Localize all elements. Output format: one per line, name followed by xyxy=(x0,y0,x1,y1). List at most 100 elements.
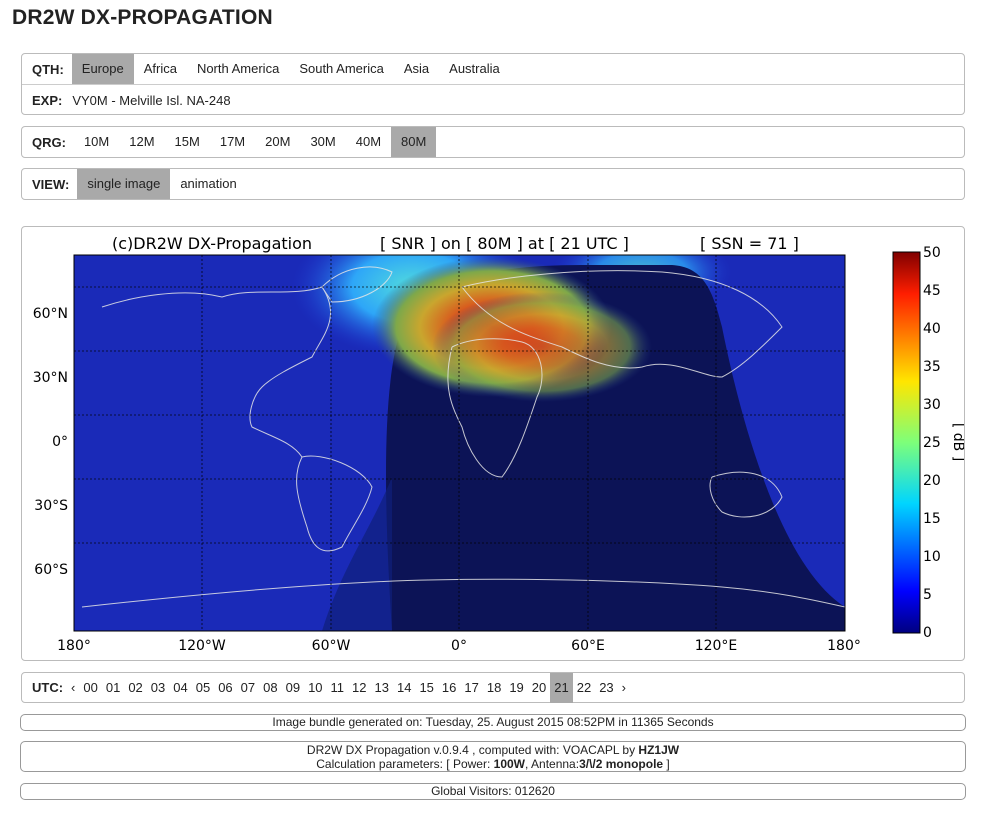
utc-hour-14[interactable]: 14 xyxy=(396,679,412,695)
colorbar-tick: 30 xyxy=(923,397,941,413)
lat-label: 30°S xyxy=(34,498,68,514)
generated-info-box: Image bundle generated on: Tuesday, 25. … xyxy=(20,714,966,731)
lat-label: 30°N xyxy=(33,370,68,386)
version-line: DR2W DX Propagation v.0.9.4 , computed w… xyxy=(21,743,965,757)
colorbar-tick: 20 xyxy=(923,473,941,489)
qrg-option-17m[interactable]: 17M xyxy=(219,134,246,149)
view-option-single-image[interactable]: single image xyxy=(77,169,171,199)
colorbar-tick: 35 xyxy=(923,359,941,375)
utc-hour-09[interactable]: 09 xyxy=(285,679,301,695)
lon-label: 60°W xyxy=(312,638,351,654)
colorbar-tick: 25 xyxy=(923,435,941,451)
utc-hour-00[interactable]: 00 xyxy=(83,679,98,695)
antenna-value: 3/\/2 monopole xyxy=(579,757,664,771)
page-title: DR2W DX-PROPAGATION xyxy=(12,6,273,29)
colorbar-tick: 5 xyxy=(923,587,932,603)
map-title-mid: [ SNR ] on [ 80M ] at [ 21 UTC ] xyxy=(380,234,629,253)
utc-hour-13[interactable]: 13 xyxy=(374,679,389,695)
qth-row: QTH: Europe Africa North America South A… xyxy=(22,54,964,84)
utc-hour-03[interactable]: 03 xyxy=(150,679,166,695)
version-info-box: DR2W DX Propagation v.0.9.4 , computed w… xyxy=(20,741,966,772)
colorbar-tick: 0 xyxy=(923,625,932,641)
qrg-option-80m[interactable]: 80M xyxy=(391,127,437,157)
lon-label: 180° xyxy=(827,638,861,654)
utc-next-button[interactable]: › xyxy=(621,679,627,695)
lat-label: 60°S xyxy=(34,562,68,578)
utc-hour-22[interactable]: 22 xyxy=(576,679,592,695)
exp-row: EXP: VY0M - Melville Isl. NA-248 xyxy=(22,84,964,115)
qrg-option-12m[interactable]: 12M xyxy=(129,134,155,149)
utc-label: UTC: xyxy=(32,680,64,695)
utc-hour-06[interactable]: 06 xyxy=(218,679,233,695)
utc-hour-04[interactable]: 04 xyxy=(173,679,188,695)
generated-info-text: Image bundle generated on: Tuesday, 25. … xyxy=(272,715,714,729)
utc-hour-15[interactable]: 15 xyxy=(419,679,434,695)
qrg-option-10m[interactable]: 10M xyxy=(83,134,110,149)
view-row: VIEW: single image animation xyxy=(22,169,964,199)
qrg-option-30m[interactable]: 30M xyxy=(310,134,336,149)
qrg-option-20m[interactable]: 20M xyxy=(265,134,291,149)
utc-hour-12[interactable]: 12 xyxy=(352,679,367,695)
qth-option-europe[interactable]: Europe xyxy=(71,54,134,84)
utc-hour-02[interactable]: 02 xyxy=(128,679,143,695)
map-graticule xyxy=(74,255,845,631)
propagation-map-panel: (c)DR2W DX-Propagation [ SNR ] on [ 80M … xyxy=(21,226,966,661)
map-title-left: (c)DR2W DX-Propagation xyxy=(112,234,312,253)
power-value: 100W xyxy=(493,757,526,771)
utc-hour-23[interactable]: 23 xyxy=(599,679,614,695)
colorbar-tick: 10 xyxy=(923,549,941,565)
utc-hour-07[interactable]: 07 xyxy=(240,679,256,695)
lat-label: 60°N xyxy=(33,306,68,322)
map-title-right: [ SSN = 71 ] xyxy=(700,234,799,253)
utc-hour-19[interactable]: 19 xyxy=(509,679,524,695)
utc-hour-17[interactable]: 17 xyxy=(464,679,479,695)
map-longitude-labels: 180° 120°W 60°W 0° 60°E 120°E 180° xyxy=(57,638,861,654)
params-suffix: ] xyxy=(663,757,670,771)
qrg-label: QRG: xyxy=(32,134,66,150)
propagation-map-image: (c)DR2W DX-Propagation [ SNR ] on [ 80M … xyxy=(33,234,966,654)
view-option-animation[interactable]: animation xyxy=(180,176,237,191)
view-panel: VIEW: single image animation xyxy=(21,168,965,200)
utc-panel: UTC: ‹ 00 01 02 03 04 05 06 07 08 09 10 … xyxy=(21,672,965,703)
utc-hour-18[interactable]: 18 xyxy=(486,679,502,695)
colorbar-ticks: 50 45 40 35 30 25 20 15 10 5 0 xyxy=(923,245,941,641)
view-label: VIEW: xyxy=(32,176,70,192)
qth-label: QTH: xyxy=(32,61,64,77)
lon-label: 180° xyxy=(57,638,91,654)
qrg-option-40m[interactable]: 40M xyxy=(355,134,382,149)
utc-hour-05[interactable]: 05 xyxy=(195,679,211,695)
utc-hour-21[interactable]: 21 xyxy=(550,672,573,703)
params-mid: , Antenna: xyxy=(525,757,580,771)
utc-hour-10[interactable]: 10 xyxy=(308,679,323,695)
qth-panel: QTH: Europe Africa North America South A… xyxy=(21,53,965,115)
utc-hour-11[interactable]: 11 xyxy=(330,679,345,695)
params-line: Calculation parameters: [ Power: 100W, A… xyxy=(21,757,965,771)
colorbar xyxy=(892,251,921,634)
utc-hour-16[interactable]: 16 xyxy=(441,679,457,695)
lon-label: 120°E xyxy=(695,638,738,654)
colorbar-tick: 45 xyxy=(923,283,941,299)
colorbar-label: [ dB ] xyxy=(950,423,964,461)
version-text: DR2W DX Propagation v.0.9.4 , computed w… xyxy=(306,743,639,757)
qrg-option-15m[interactable]: 15M xyxy=(174,134,200,149)
lon-label: 120°W xyxy=(178,638,226,654)
map-plot-area xyxy=(74,255,845,631)
utc-hour-08[interactable]: 08 xyxy=(263,679,278,695)
qth-option-australia[interactable]: Australia xyxy=(449,61,500,76)
visitors-text: Global Visitors: 012620 xyxy=(431,784,555,798)
utc-hour-20[interactable]: 20 xyxy=(531,679,547,695)
exp-value: VY0M - Melville Isl. NA-248 xyxy=(72,92,231,108)
utc-hour-01[interactable]: 01 xyxy=(105,679,121,695)
lat-label: 0° xyxy=(52,434,68,450)
qth-option-asia[interactable]: Asia xyxy=(403,61,430,76)
lon-label: 0° xyxy=(451,638,467,654)
lon-label: 60°E xyxy=(571,638,605,654)
qth-option-south-america[interactable]: South America xyxy=(299,61,384,76)
params-prefix: Calculation parameters: [ Power: xyxy=(316,757,494,771)
exp-label: EXP: xyxy=(32,92,63,108)
qrg-row: QRG: 10M 12M 15M 17M 20M 30M 40M 80M xyxy=(22,127,964,157)
qth-option-north-america[interactable]: North America xyxy=(196,61,280,76)
colorbar-tick: 50 xyxy=(923,245,941,261)
qth-option-africa[interactable]: Africa xyxy=(143,61,177,76)
utc-prev-button[interactable]: ‹ xyxy=(71,679,76,695)
